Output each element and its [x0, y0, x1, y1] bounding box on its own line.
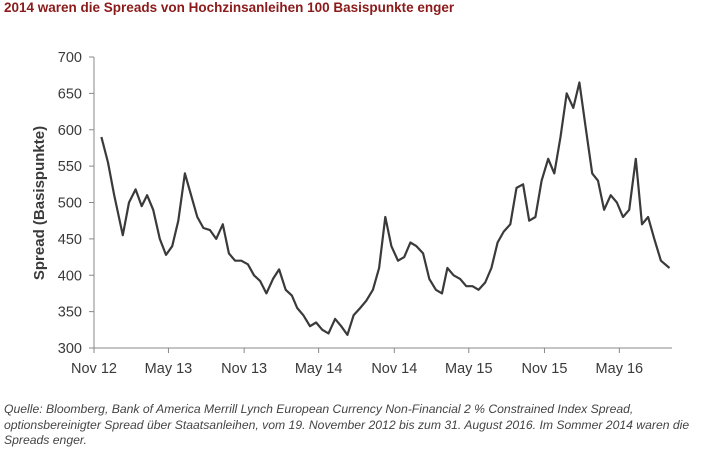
x-tick-label: May 14: [295, 361, 343, 377]
line-chart: 300 350 400 450 500 550 600 650 700 Nov 12 May 13…: [31, 50, 672, 377]
x-axis: Nov 12 May 13 Nov 13 May 14 Nov 14 May 15 Nov …: [71, 347, 672, 377]
y-tick-label: 500: [58, 196, 82, 212]
x-tick-label: Nov 14: [371, 361, 417, 377]
x-tick-label: May 13: [145, 361, 193, 377]
y-tick-label: 300: [58, 341, 82, 357]
y-tick-label: 550: [58, 159, 82, 175]
y-tick-label: 450: [58, 232, 82, 248]
y-axis: 300 350 400 450 500 550 600 650 700: [58, 50, 95, 357]
x-tick-label: Nov 15: [521, 361, 567, 377]
chart-title: 2014 waren die Spreads von Hochzinsanlei…: [4, 0, 455, 15]
y-tick-label: 700: [58, 50, 82, 66]
y-tick-label: 600: [58, 123, 82, 139]
series-line: [100, 81, 671, 336]
source-note: Quelle: Bloomberg, Bank of America Merri…: [4, 402, 690, 447]
x-tick-label: Nov 13: [221, 361, 267, 377]
y-tick-label: 400: [58, 268, 82, 284]
x-tick-label: May 16: [596, 361, 644, 377]
y-axis-label: Spread (Basispunkte): [31, 126, 48, 280]
x-tick-label: Nov 12: [71, 361, 117, 377]
y-tick-label: 350: [58, 305, 82, 321]
x-tick-label: May 15: [445, 361, 493, 377]
y-tick-label: 650: [58, 86, 82, 102]
